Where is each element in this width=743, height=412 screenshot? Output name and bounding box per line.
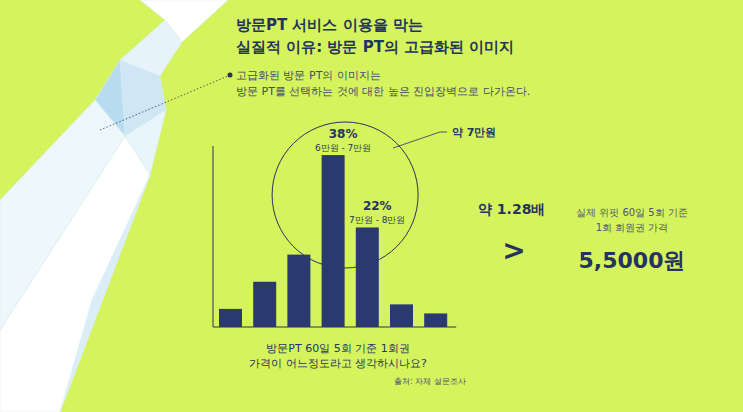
title: 실질적 이유: 방문 PT의 고급화된 이미지 xyxy=(236,38,514,56)
root: 방문PT 서비스 이용을 막는실질적 이유: 방문 PT의 고급화된 이미지고급… xyxy=(0,0,743,412)
category-label: 6만원 - 7만원 xyxy=(315,143,371,153)
annotation-line xyxy=(440,132,447,133)
infographic: 방문PT 서비스 이용을 막는실질적 이유: 방문 PT의 고급화된 이미지고급… xyxy=(0,0,743,412)
subtitle: 고급화된 방문 PT의 이미지는 xyxy=(236,69,381,82)
bars xyxy=(219,155,447,327)
pointer-line xyxy=(100,76,228,130)
annotation: 약 7만원 xyxy=(452,126,496,139)
background xyxy=(0,0,743,412)
x-label: 가격이 어느정도라고 생각하시나요? xyxy=(249,357,427,370)
annotation-line xyxy=(393,132,440,148)
annotation: 1회 회원권 가격 xyxy=(596,222,669,233)
bullet xyxy=(228,73,233,78)
title: 방문PT 서비스 이용을 막는 xyxy=(236,16,423,34)
annotation: 5,5000원 xyxy=(579,248,686,273)
x-label: 방문PT 60일 5회 기준 1회권 xyxy=(266,342,409,355)
bar xyxy=(390,304,413,327)
annotation: 실제 위핏 60일 5회 기준 xyxy=(576,207,688,218)
subtitle: 방문 PT를 선택하는 것에 대한 높은 진입장벽으로 다가온다. xyxy=(236,85,530,98)
bar xyxy=(424,313,447,327)
category-label: 7만원 - 8만원 xyxy=(349,215,405,225)
y-axis xyxy=(213,146,214,327)
bar xyxy=(356,227,379,327)
data-label: 38% xyxy=(329,127,358,141)
annotation: 약 1.28배 xyxy=(478,201,545,217)
bar xyxy=(322,155,345,327)
facet xyxy=(0,100,125,330)
decoration xyxy=(0,0,228,412)
annotation: > xyxy=(502,234,525,267)
bar xyxy=(287,255,310,327)
bar xyxy=(253,282,276,327)
source: 출처: 자체 설문조사 xyxy=(394,377,466,386)
highlight-circle xyxy=(272,122,418,268)
data-label: 22% xyxy=(363,199,392,213)
bar xyxy=(219,309,242,327)
